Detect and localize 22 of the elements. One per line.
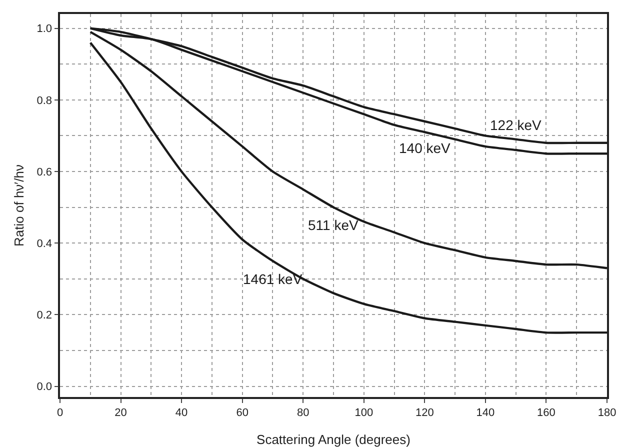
x-tick-label: 80 [296, 406, 310, 419]
x-tick-label: 120 [415, 406, 434, 419]
series-label: 1461 keV [243, 271, 303, 287]
series-label: 140 keV [399, 140, 452, 156]
y-tick-label: 1.0 [36, 23, 52, 36]
y-tick-label: 0.4 [36, 238, 52, 250]
y-tick-label: 0.8 [36, 94, 52, 107]
series-label: 511 keV [308, 217, 359, 233]
x-tick-label: 180 [598, 406, 616, 419]
x-tick-label: 140 [476, 406, 495, 419]
x-tick-label: 100 [354, 406, 374, 419]
x-tick-label: 20 [114, 406, 127, 419]
series-label: 122 keV [490, 117, 542, 133]
y-tick-label: 0.6 [36, 166, 52, 178]
y-axis-title: Ratio of hν′/hν [12, 164, 26, 246]
x-axis-title: Scattering Angle (degrees) [256, 432, 410, 447]
x-tick-label: 160 [537, 406, 556, 419]
x-tick-label: 0 [56, 406, 64, 419]
x-tick-label: 40 [175, 406, 188, 419]
x-tick-label: 60 [236, 406, 248, 419]
y-tick-label: 0.0 [36, 381, 52, 394]
y-tick-label: 0.2 [36, 310, 52, 322]
